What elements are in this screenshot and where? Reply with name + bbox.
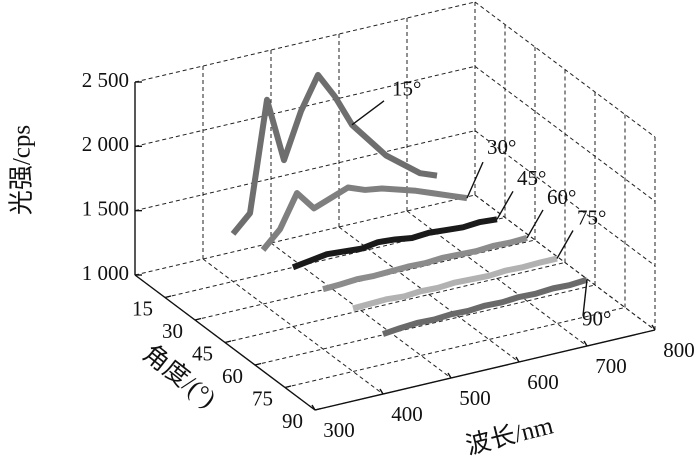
tick-mark xyxy=(583,340,588,347)
grid-line xyxy=(474,65,656,202)
series-label: 15° xyxy=(392,77,421,101)
spectrum-line xyxy=(260,184,468,252)
spectrum-line xyxy=(382,276,588,337)
x-tick-label: 300 xyxy=(323,418,355,442)
tick-mark xyxy=(379,388,384,395)
spectrum-line xyxy=(291,216,498,271)
grid-line xyxy=(254,284,596,366)
leader-line xyxy=(526,209,544,239)
leader-line xyxy=(556,230,574,259)
tick-mark xyxy=(254,362,262,366)
grid-line xyxy=(224,262,566,343)
grid-line xyxy=(202,258,384,395)
spectrum-line xyxy=(230,71,438,236)
z-tick-label: 1 000 xyxy=(82,261,129,285)
series-label: 75° xyxy=(577,205,606,229)
x-tick-label: 600 xyxy=(527,370,559,394)
grid-line xyxy=(474,194,656,331)
x-tick-label: 500 xyxy=(459,386,491,410)
spectrum-line xyxy=(352,255,558,312)
leader-line xyxy=(351,100,385,126)
grid-line xyxy=(284,307,626,388)
tick-mark xyxy=(314,407,322,411)
y-tick-label: 45 xyxy=(192,341,213,365)
series-label: 90° xyxy=(582,307,611,331)
tick-mark xyxy=(224,340,232,344)
series-label: 30° xyxy=(487,135,516,159)
tick-mark xyxy=(194,317,202,321)
x-tick-label: 800 xyxy=(663,338,695,362)
tick-mark xyxy=(515,356,520,363)
leader-line xyxy=(496,190,514,220)
leader-line xyxy=(466,161,484,199)
grid-line xyxy=(338,226,520,363)
grid-line xyxy=(474,130,656,267)
tick-mark xyxy=(311,404,316,411)
z-tick-label: 2 000 xyxy=(82,132,129,156)
spectrum-line xyxy=(322,235,528,293)
z-tick-label: 2 500 xyxy=(82,68,129,92)
axis-line xyxy=(314,329,656,411)
y-tick-label: 30 xyxy=(162,319,183,343)
tick-mark xyxy=(164,295,172,299)
grid-line xyxy=(134,194,476,276)
grid-line xyxy=(134,1,476,83)
series-label: 45° xyxy=(517,166,546,190)
grid-line xyxy=(134,65,476,147)
tick-mark xyxy=(447,372,452,379)
grid-line xyxy=(474,1,656,138)
grid-line xyxy=(134,130,476,212)
tick-mark xyxy=(284,385,292,389)
grid-line xyxy=(164,217,506,298)
y-tick-label: 90 xyxy=(282,409,303,433)
y-tick-label: 15 xyxy=(132,296,153,320)
x-tick-label: 700 xyxy=(595,354,627,378)
x-tick-label: 400 xyxy=(391,402,423,426)
x-axis-title: 波长/nm xyxy=(463,411,557,460)
z-axis-title: 光强/cps xyxy=(8,125,36,215)
series-label: 60° xyxy=(547,185,576,209)
z-tick-label: 1 500 xyxy=(82,196,129,220)
y-tick-label: 60 xyxy=(222,364,243,388)
grid-line xyxy=(194,239,536,321)
leader-line xyxy=(582,279,588,316)
tick-mark xyxy=(651,324,656,331)
y-tick-label: 75 xyxy=(252,386,273,410)
